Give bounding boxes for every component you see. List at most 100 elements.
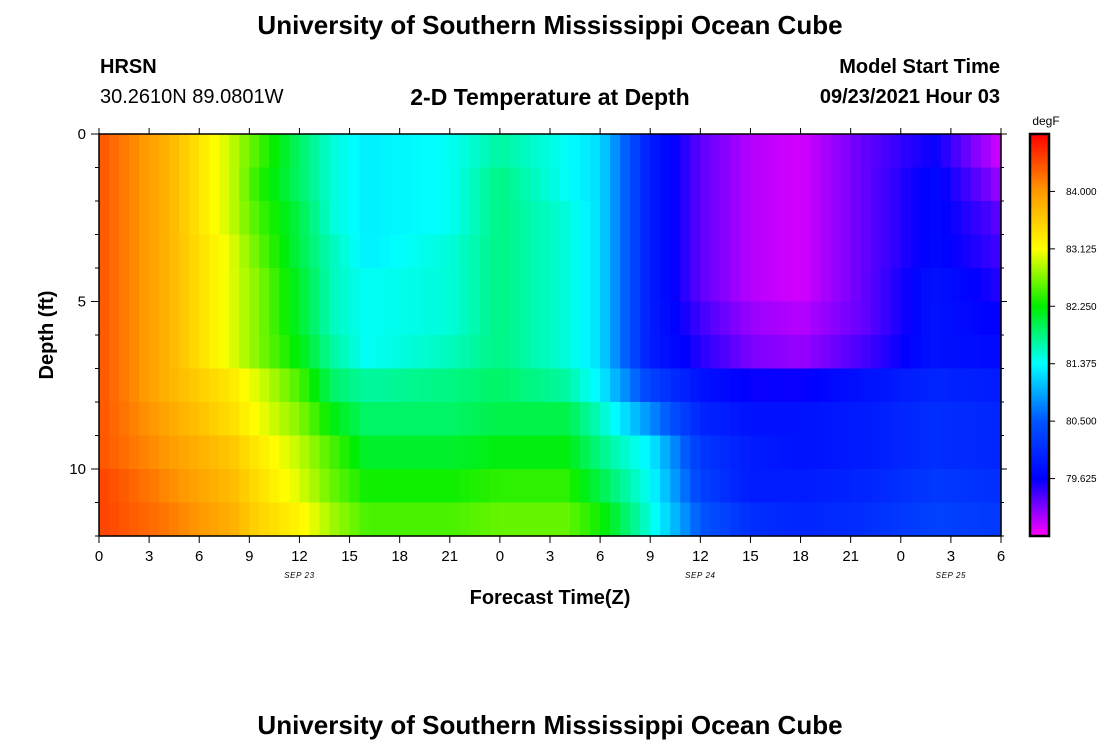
heatmap-cell [920, 469, 932, 504]
x-tick-label: 3 [947, 548, 955, 565]
y-axis: 0 5 10 [69, 126, 1007, 537]
heatmap-cell [529, 502, 541, 537]
heatmap-cell [489, 234, 501, 269]
heatmap-cell [930, 301, 942, 336]
heatmap-cell [730, 435, 742, 470]
heatmap-cell [519, 435, 531, 470]
heatmap-cell [409, 201, 421, 236]
heatmap-cell [129, 368, 140, 403]
heatmap-cell [920, 167, 932, 202]
heatmap-cell [229, 502, 240, 537]
heatmap-cell [680, 435, 691, 470]
heatmap-cell [199, 435, 210, 470]
heatmap-cell [129, 502, 140, 537]
heatmap-cell [509, 301, 521, 336]
heatmap-cell [930, 335, 942, 370]
heatmap-cell [700, 301, 711, 336]
heatmap-cell [990, 469, 1002, 504]
heatmap-cell [740, 201, 752, 236]
heatmap-cell [560, 234, 571, 269]
heatmap-cell [710, 368, 721, 403]
heatmap-cell [690, 502, 701, 537]
heatmap-cell [710, 435, 721, 470]
heatmap-cell [760, 335, 772, 370]
heatmap-cell [469, 435, 481, 470]
heatmap-cell [269, 368, 280, 403]
heatmap-cell [760, 469, 772, 504]
heatmap-cell [109, 201, 120, 236]
heatmap-cell [469, 167, 481, 202]
heatmap-cell [369, 167, 381, 202]
heatmap-cell [459, 335, 471, 370]
heatmap-cell [149, 167, 160, 202]
heatmap-cell [940, 301, 952, 336]
heatmap-cell [279, 167, 291, 202]
heatmap-cell [259, 201, 270, 236]
heatmap-cell [850, 335, 862, 370]
heatmap-cell [499, 402, 511, 437]
x-tick-label: 9 [245, 548, 253, 565]
heatmap-cell [930, 167, 942, 202]
heatmap-cell [499, 201, 511, 236]
heatmap-cell [670, 268, 681, 303]
heatmap-cell [479, 368, 491, 403]
heatmap-cell [199, 201, 210, 236]
heatmap-cell [449, 335, 461, 370]
heatmap-cell [550, 234, 561, 269]
heatmap-cell [319, 335, 331, 370]
heatmap-cell [680, 402, 691, 437]
heatmap-cell [660, 167, 671, 202]
heatmap-cell [219, 134, 230, 169]
heatmap-cell [199, 335, 210, 370]
heatmap-cell [299, 167, 311, 202]
heatmap-cell [149, 435, 160, 470]
heatmap-cell [329, 301, 341, 336]
heatmap-cell [249, 201, 260, 236]
heatmap-cell [119, 402, 130, 437]
heatmap-cell [960, 368, 972, 403]
heatmap-cell [209, 335, 220, 370]
heatmap-cell [219, 469, 230, 504]
heatmap-cell [499, 234, 511, 269]
heatmap-cell [179, 134, 190, 169]
heatmap-cell [389, 335, 401, 370]
heatmap-cell [329, 368, 341, 403]
heatmap-cell [610, 268, 621, 303]
heatmap-cell [930, 502, 942, 537]
heatmap-cell [139, 301, 150, 336]
heatmap-cell [379, 435, 391, 470]
heatmap-cell [119, 167, 130, 202]
heatmap-cell [680, 335, 691, 370]
heatmap-cell [539, 301, 551, 336]
heatmap-cell [650, 435, 661, 470]
heatmap-cell [880, 502, 892, 537]
heatmap-cell [860, 435, 872, 470]
heatmap-cell [690, 134, 701, 169]
heatmap-cell [519, 268, 531, 303]
heatmap-cell [259, 402, 270, 437]
heatmap-cell [169, 469, 180, 504]
heatmap-cell [830, 268, 842, 303]
heatmap-cell [399, 402, 411, 437]
heatmap-cell [259, 335, 270, 370]
heatmap-cell [539, 368, 551, 403]
heatmap-cell [259, 301, 270, 336]
heatmap-cell [379, 502, 391, 537]
heatmap-cell [509, 368, 521, 403]
heatmap-cell [580, 201, 591, 236]
heatmap-cell [990, 234, 1002, 269]
heatmap-cell [439, 301, 451, 336]
heatmap-cell [299, 368, 311, 403]
heatmap-cell [780, 435, 792, 470]
heatmap-cell [309, 402, 321, 437]
heatmap-cell [519, 335, 531, 370]
heatmap-cell [529, 134, 541, 169]
heatmap-cell [810, 368, 822, 403]
heatmap-cell [209, 502, 220, 537]
heatmap-cell [359, 167, 371, 202]
heatmap-cell [509, 335, 521, 370]
heatmap-cell [279, 301, 291, 336]
heatmap-cell [329, 234, 341, 269]
heatmap-cell [820, 502, 832, 537]
heatmap-cell [570, 134, 581, 169]
